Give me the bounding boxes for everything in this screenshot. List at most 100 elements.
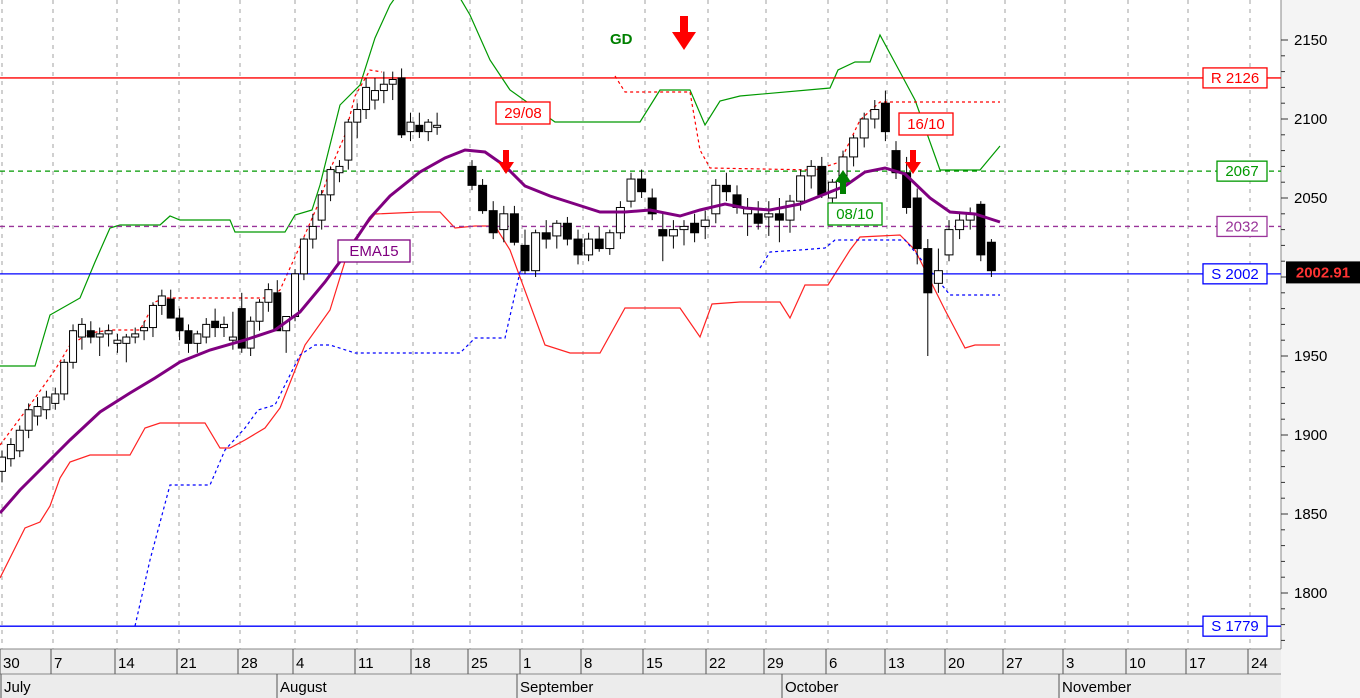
candle: [246, 316, 255, 356]
x-day-label: 11: [358, 655, 374, 672]
x-day-label: 10: [1129, 655, 1146, 672]
candle-body: [175, 317, 184, 332]
annotation-label: 29/08: [504, 105, 542, 122]
candle-body: [264, 289, 273, 303]
candle: [0, 450, 6, 483]
candle-body: [317, 194, 326, 221]
candle: [60, 359, 69, 401]
candle: [615, 201, 625, 240]
annotation-label: 08/10: [836, 206, 874, 223]
candle-body: [541, 232, 551, 240]
candle: [335, 160, 344, 183]
candle: [77, 318, 86, 350]
candle-body: [424, 121, 433, 133]
candle-body: [976, 203, 986, 256]
x-month-label: November: [1062, 679, 1131, 696]
candle: [406, 112, 415, 142]
y-tick-label: 1800: [1294, 585, 1327, 602]
candle: [637, 169, 647, 198]
sell-arrow-icon: [905, 150, 921, 174]
candle-body: [933, 270, 943, 284]
arrow-shaft: [910, 150, 916, 164]
candle-body: [255, 301, 264, 322]
y-axis-panel: [1281, 0, 1360, 698]
candle-body: [60, 361, 69, 395]
candle-body: [552, 222, 562, 237]
annotation-label-box: [827, 202, 883, 226]
level-label: S 1779: [1211, 618, 1259, 635]
candle: [721, 172, 731, 202]
candle-body: [923, 248, 933, 294]
candle: [478, 179, 488, 214]
candle: [923, 239, 933, 356]
candle: [594, 226, 604, 252]
candle: [668, 220, 678, 249]
level-label-box: [1202, 615, 1268, 637]
instrument-title: GD: [610, 31, 633, 48]
candle-body: [193, 333, 202, 344]
candle-body: [499, 213, 509, 231]
candle: [509, 205, 519, 246]
candle-body: [77, 323, 86, 338]
candle-body: [647, 197, 657, 215]
candle-body: [912, 197, 922, 250]
candle: [69, 324, 78, 369]
candle: [859, 112, 869, 148]
candle-body: [785, 200, 795, 221]
candle-body: [658, 229, 668, 237]
candle: [415, 112, 424, 138]
candle: [379, 71, 388, 104]
x-day-label: 6: [829, 655, 837, 672]
candle-body: [711, 184, 721, 215]
candle: [157, 289, 166, 315]
candle: [362, 77, 371, 119]
candle-body: [690, 222, 700, 234]
candle-body: [42, 396, 51, 411]
candle: [317, 190, 326, 230]
level-label: R 2126: [1211, 70, 1259, 87]
candle-body: [344, 121, 353, 161]
candle-body: [668, 229, 678, 237]
candle: [933, 248, 943, 293]
last-price-label: 2002.91: [1296, 264, 1350, 281]
candle: [700, 210, 710, 240]
candle-body: [626, 178, 636, 202]
candle-body: [24, 409, 33, 431]
candle-body: [211, 320, 220, 329]
candle: [397, 68, 406, 138]
candle-body: [291, 273, 300, 317]
candle-body: [573, 238, 583, 256]
candle-body: [531, 232, 541, 272]
candle-body: [955, 219, 965, 231]
arrow-shaft: [680, 16, 688, 36]
title-down-arrow-icon: [672, 16, 696, 50]
x-month-label: October: [785, 679, 838, 696]
candle: [467, 160, 477, 191]
candle: [849, 134, 859, 167]
candle-body: [353, 109, 362, 123]
candle: [42, 390, 51, 420]
sell-arrow-icon: [498, 150, 514, 174]
candle: [51, 387, 60, 410]
candle-body: [69, 330, 78, 363]
x-day-label: 29: [767, 655, 784, 672]
candle-body: [637, 178, 647, 193]
candle: [104, 324, 113, 347]
candle: [33, 397, 42, 426]
candle: [140, 321, 149, 341]
candle: [944, 220, 954, 262]
x-day-label: 17: [1189, 655, 1206, 672]
candle: [326, 166, 335, 202]
arrow-shaft: [503, 150, 509, 164]
level-label-box: [1216, 160, 1268, 182]
x-day-label: 15: [646, 655, 663, 672]
upper-stop-red-right: [614, 75, 1000, 171]
candle-body: [520, 244, 530, 272]
candle: [211, 308, 220, 338]
ema-legend-label-box: [337, 239, 411, 263]
candle-body: [986, 241, 996, 272]
x-day-label: 4: [296, 655, 304, 672]
candle-body: [796, 175, 806, 202]
y-tick-label: 1950: [1294, 348, 1327, 365]
